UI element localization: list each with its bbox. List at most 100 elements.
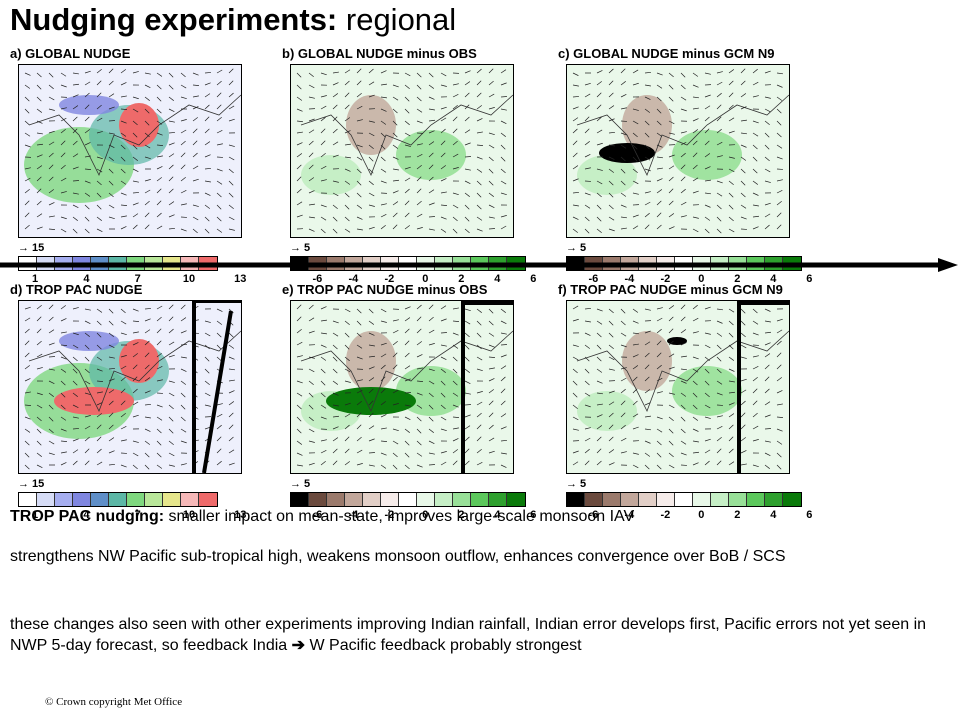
colorbar-swatch (765, 493, 783, 506)
panel-title: f) TROP PAC NUDGE minus GCM N9 (558, 282, 783, 297)
colorbar-swatch (291, 493, 309, 506)
reference-vector: → 5 (290, 242, 311, 254)
tick-label: -6 (588, 509, 599, 521)
colorbar-swatch (327, 493, 345, 506)
colorbar-ticks: 1 4 7 10 13 (18, 509, 248, 523)
tick-label: 7 (134, 509, 141, 521)
tick-label: 6 (806, 273, 813, 285)
colorbar-swatch (163, 493, 181, 506)
colorbar-swatch (381, 493, 399, 506)
tick-label: 6 (530, 273, 537, 285)
text-line-3: these changes also seen with other exper… (10, 616, 927, 654)
colorbar-swatch (693, 493, 711, 506)
map-field (18, 300, 242, 474)
map-field (290, 64, 514, 238)
tick-label: -4 (348, 509, 359, 521)
tick-label: -2 (384, 509, 395, 521)
colorbar-swatch (91, 493, 109, 506)
colorbar-swatch (109, 493, 127, 506)
map-field (18, 64, 242, 238)
panel-title: b) GLOBAL NUDGE minus OBS (282, 46, 477, 61)
tick-label: 6 (806, 509, 813, 521)
panel-title: c) GLOBAL NUDGE minus GCM N9 (558, 46, 775, 61)
tick-label: 7 (134, 273, 141, 285)
colorbar-swatch (55, 493, 73, 506)
tick-label: 2 (734, 509, 741, 521)
text-line-1: TROP PAC nudging: smaller impact on mean… (10, 508, 635, 525)
colorbar-swatch (145, 493, 163, 506)
tick-label: -2 (384, 273, 395, 285)
colorbar-swatch (453, 493, 471, 506)
tick-label: 4 (494, 509, 501, 521)
tick-label: -2 (660, 509, 671, 521)
colorbar-ticks: 1 4 7 10 13 (18, 273, 248, 287)
tick-label: -6 (588, 273, 599, 285)
tick-label: 2 (458, 273, 465, 285)
panel-title: d) TROP PAC NUDGE (10, 282, 143, 297)
tick-label: 1 (32, 509, 39, 521)
tick-label: 0 (422, 509, 429, 521)
tick-label: 4 (494, 273, 501, 285)
colorbar-swatch (127, 493, 145, 506)
colorbar-swatch (181, 493, 199, 506)
tick-label: -6 (312, 273, 323, 285)
colorbar-swatch (345, 493, 363, 506)
tick-label: -4 (624, 509, 635, 521)
map-field (566, 300, 790, 474)
reference-vector: → 5 (290, 478, 311, 490)
tick-label: 4 (770, 509, 777, 521)
tick-label: 2 (734, 273, 741, 285)
tick-label: 0 (422, 273, 429, 285)
colorbar-swatch (783, 493, 801, 506)
colorbar-swatch (489, 493, 507, 506)
tick-label: -4 (348, 273, 359, 285)
map-field (290, 300, 514, 474)
panel-title: e) TROP PAC NUDGE minus OBS (282, 282, 488, 297)
colorbar-swatch (711, 493, 729, 506)
panel-e: e) TROP PAC NUDGE minus OBS → 5 -6 -4 -2 0 2 4 6 (282, 282, 536, 527)
colorbar-ticks: -6 -4 -2 0 2 4 6 (566, 273, 812, 287)
tick-label: 4 (83, 273, 90, 285)
colorbar (566, 492, 802, 507)
tick-label: 10 (182, 509, 196, 521)
colorbar (18, 492, 218, 507)
panel-b: b) GLOBAL NUDGE minus OBS → 5 -6 -4 -2 0 2 4 6 (282, 46, 536, 291)
colorbar-swatch (399, 493, 417, 506)
panel-a: a) GLOBAL NUDGE → 15 1 4 7 10 13 (10, 46, 246, 291)
colorbar-swatch (37, 493, 55, 506)
colorbar-swatch (729, 493, 747, 506)
reference-vector: → 5 (566, 478, 587, 490)
text-line-2: strengthens NW Pacific sub-tropical high… (10, 548, 786, 565)
colorbar-swatch (199, 493, 217, 506)
colorbar (290, 492, 526, 507)
tick-label: 10 (182, 273, 196, 285)
reference-vector: → 15 (18, 478, 45, 490)
colorbar-swatch (417, 493, 435, 506)
panel-title: a) GLOBAL NUDGE (10, 46, 131, 61)
tick-label: -4 (624, 273, 635, 285)
tick-label: 13 (234, 509, 247, 521)
timeline-arrow (0, 258, 958, 272)
tick-label: 13 (234, 273, 247, 285)
tick-label: 0 (698, 509, 705, 521)
tick-label: 4 (83, 509, 90, 521)
colorbar-swatch (747, 493, 765, 506)
colorbar-swatch (657, 493, 675, 506)
colorbar-ticks: -6 -4 -2 0 2 4 6 (566, 509, 812, 523)
reference-vector: → 5 (566, 242, 587, 254)
tick-label: 4 (770, 273, 777, 285)
colorbar-swatch (585, 493, 603, 506)
copyright-footer: © Crown copyright Met Office (45, 696, 183, 708)
reference-vector: → 15 (18, 242, 45, 254)
colorbar-swatch (471, 493, 489, 506)
colorbar-swatch (73, 493, 91, 506)
slide-title: Nudging experiments: regional (10, 2, 457, 37)
tick-label: 6 (530, 509, 537, 521)
panel-f: f) TROP PAC NUDGE minus GCM N9 → 5 -6 -4 -2 0… (558, 282, 812, 527)
colorbar-swatch (507, 493, 525, 506)
colorbar-swatch (309, 493, 327, 506)
colorbar-ticks: -6 -4 -2 0 2 4 6 (290, 509, 536, 523)
colorbar-swatch (639, 493, 657, 506)
right-arrow-icon: ➔ (291, 637, 306, 654)
colorbar-swatch (363, 493, 381, 506)
